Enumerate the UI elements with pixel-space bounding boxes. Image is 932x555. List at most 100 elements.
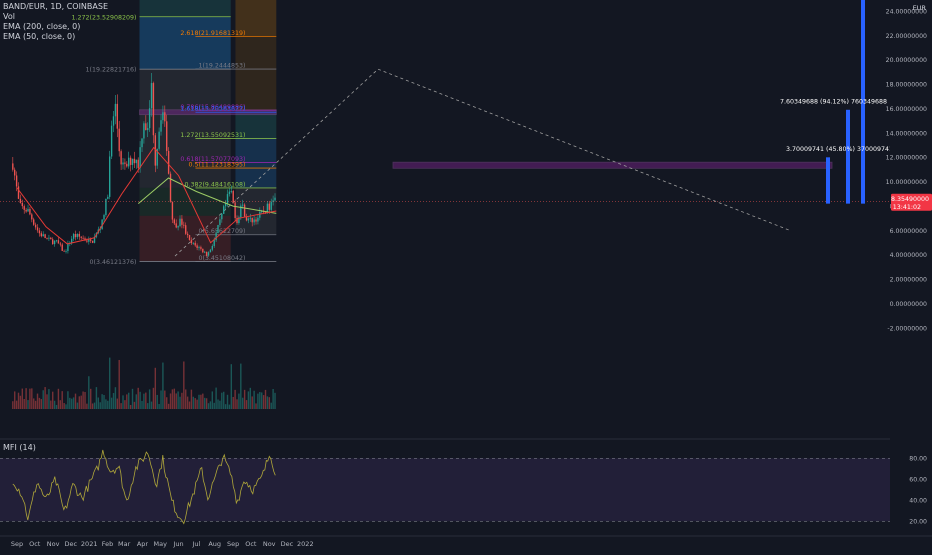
candle-body <box>164 112 166 122</box>
y-tick-label-mfi: 20.00 <box>909 519 927 526</box>
mfi-line <box>12 449 276 525</box>
volume-bar <box>82 391 84 409</box>
volume-bar <box>55 404 58 409</box>
volume-bar <box>86 403 88 409</box>
volume-bar <box>240 363 242 409</box>
candle-body <box>124 162 126 164</box>
candle-body <box>122 162 124 165</box>
volume-bar <box>116 398 119 409</box>
volume-bar <box>33 398 35 409</box>
fib-right-label-4: 0.786(15.86499886) <box>180 104 245 111</box>
x-tick-label: Jun <box>173 540 184 548</box>
candle-body <box>74 234 77 238</box>
candle-body <box>171 201 174 220</box>
fib-right-label-6: 1.272(13.55092531) <box>180 132 245 139</box>
candle-body <box>223 206 225 214</box>
projection-label-1: 7.60349688 (94.12%) 760349688 <box>780 99 887 106</box>
candle-body <box>112 116 115 126</box>
fib-right-label-10: 0(5.65622709) <box>198 228 245 235</box>
volume-bar <box>221 392 223 409</box>
symbol-legend[interactable]: BAND/EUR, 1D, COINBASE <box>3 2 109 11</box>
volume-bar <box>152 387 155 409</box>
volume-bar <box>97 397 100 409</box>
volume-bar <box>133 401 136 409</box>
fib-right-zone-2 <box>235 36 277 111</box>
volume-bar <box>126 394 128 409</box>
candle-body <box>50 237 52 240</box>
candle-body <box>137 159 139 168</box>
candle-body <box>126 163 128 167</box>
volume-bar <box>179 396 181 409</box>
candle-body <box>207 252 210 256</box>
ema200-legend[interactable]: EMA (200, close, 0) <box>3 22 81 31</box>
volume-bar <box>128 392 130 409</box>
candle-body <box>179 218 181 227</box>
x-tick-label: Oct <box>245 540 257 548</box>
candle-body <box>19 198 22 203</box>
volume-bar <box>15 400 18 409</box>
volume-bar <box>245 400 248 409</box>
candle-body <box>167 150 170 174</box>
volume-bar <box>234 389 236 409</box>
candle-body <box>145 123 147 131</box>
candle-body <box>90 239 92 241</box>
volume-bar <box>40 399 43 409</box>
volume-bar <box>48 389 50 409</box>
volume-bar <box>175 393 177 409</box>
y-tick-label-mfi: 60.00 <box>909 477 927 484</box>
volume-bar <box>59 400 62 409</box>
volume-bar <box>44 387 46 409</box>
candle-body <box>272 200 274 202</box>
candle-body <box>59 243 62 245</box>
candle-body <box>88 239 90 242</box>
mfi-legend[interactable]: MFI (14) <box>3 443 36 452</box>
volume-bar <box>105 399 107 409</box>
candle-body <box>230 190 233 192</box>
volume-bar <box>261 392 263 409</box>
candle-body <box>109 156 111 197</box>
volume-bar <box>36 393 39 409</box>
y-tick-label-mfi: 40.00 <box>909 498 927 505</box>
y-tick-label-price: -2.00000000 <box>887 325 927 332</box>
fib-left-zone-mid <box>139 187 231 216</box>
y-tick-label-price: 24.00000000 <box>886 8 927 15</box>
vol-legend[interactable]: Vol <box>3 12 15 21</box>
candle-body <box>116 103 119 129</box>
candle-body <box>266 203 269 214</box>
y-tick-label-price: 4.00000000 <box>890 252 927 259</box>
candle-body <box>101 219 103 230</box>
candle-body <box>72 234 75 239</box>
volume-bar <box>101 394 103 409</box>
candle-body <box>14 169 16 176</box>
volume-bar <box>25 388 27 409</box>
volume-bar <box>264 389 267 409</box>
ema50-legend[interactable]: EMA (50, close, 0) <box>3 32 76 41</box>
candle-body <box>128 157 130 167</box>
candle-body <box>78 233 81 237</box>
volume-bar <box>186 396 189 409</box>
volume-bar <box>103 394 105 409</box>
y-tick-label-price: 2.00000000 <box>890 277 927 284</box>
candle-body <box>190 239 193 244</box>
x-tick-label: Oct <box>29 540 41 548</box>
price-tag-countdown: 13:41:02 <box>893 204 921 211</box>
projection-bar-2 <box>826 157 830 204</box>
fib-right-label-2: 2.618(21.91681319) <box>180 30 245 37</box>
volume-bar <box>67 391 69 409</box>
volume-bar <box>200 394 202 409</box>
volume-bar <box>145 392 147 409</box>
fib-right-label-5: 1.618(15.70563677) <box>180 106 245 113</box>
candle-body <box>12 163 14 170</box>
volume-bar <box>162 362 164 409</box>
volume-bar <box>217 399 219 409</box>
candle-body <box>141 138 143 148</box>
volume-bar <box>262 395 265 409</box>
fib-left-label-3: 0(3.46121376) <box>90 259 137 266</box>
candle-body <box>152 83 155 136</box>
candle-body <box>57 240 60 244</box>
projection-bar-0 <box>861 0 865 204</box>
volume-bar <box>63 403 65 409</box>
candle-body <box>93 236 96 243</box>
volume-bar <box>242 397 244 409</box>
